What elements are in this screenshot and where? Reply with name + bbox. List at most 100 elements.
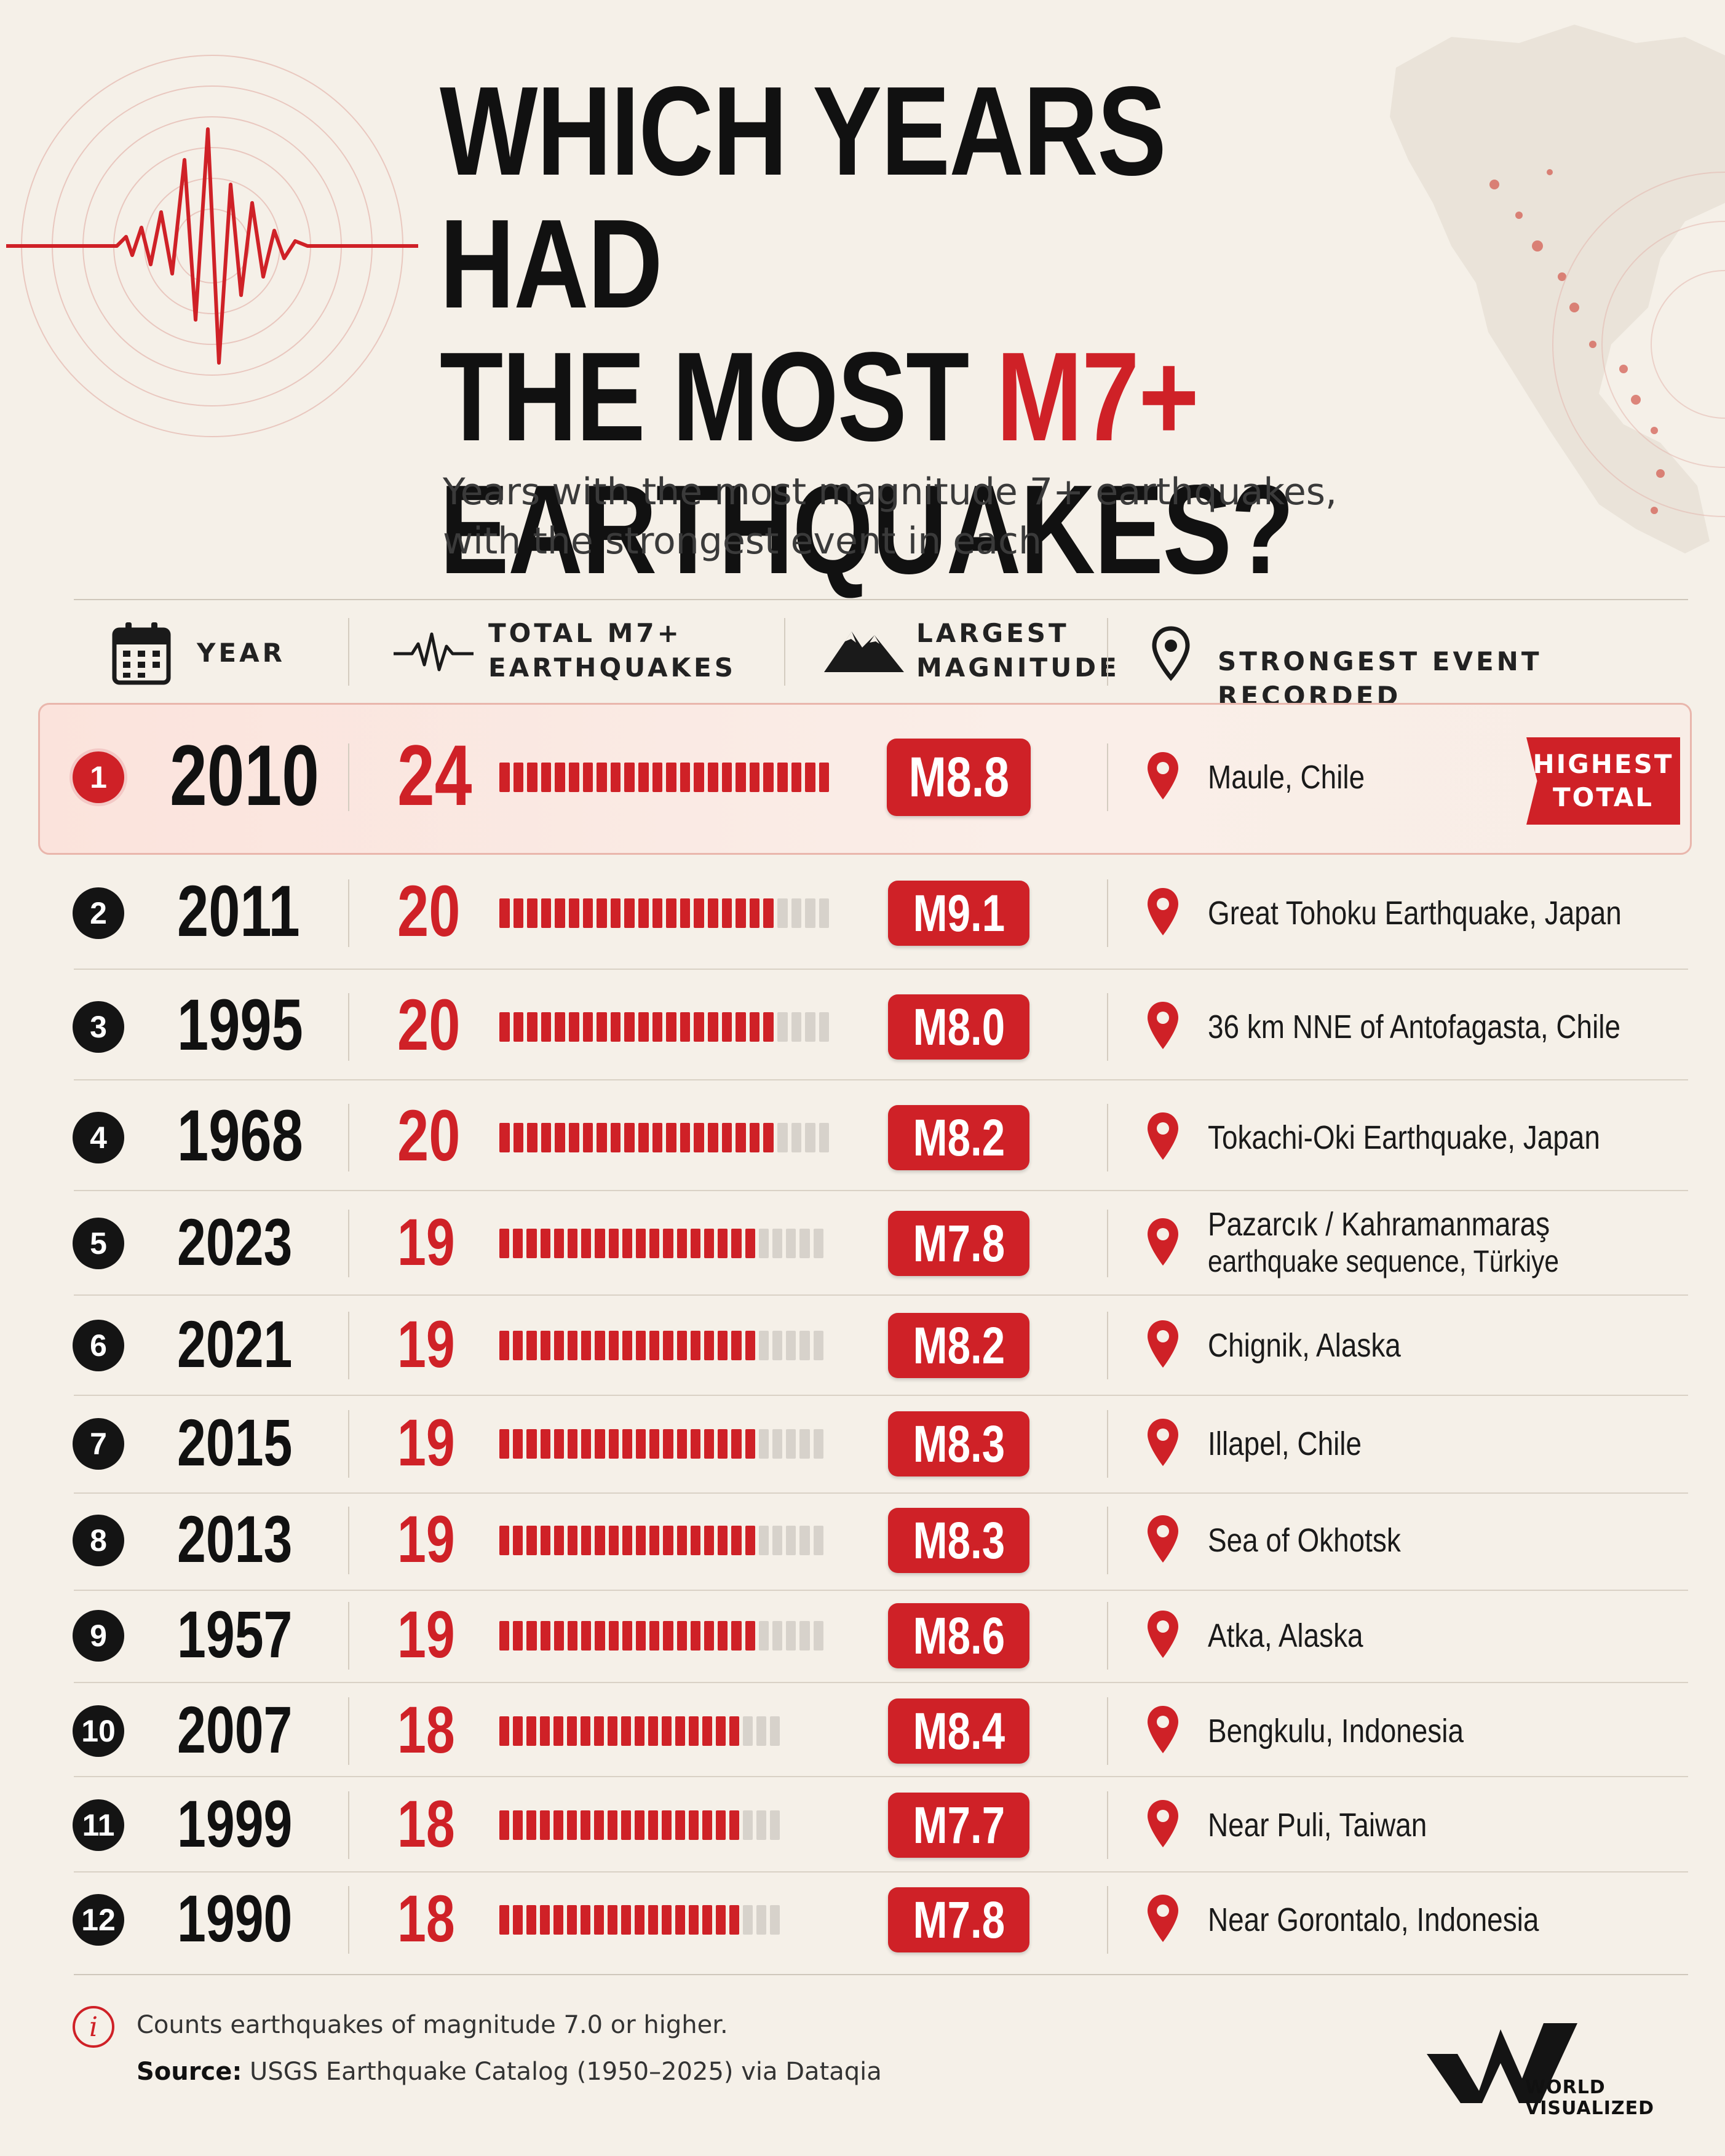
bar-segment-filled	[608, 1810, 617, 1840]
bar-segment-filled	[763, 1123, 774, 1152]
bar-segment-filled	[513, 1810, 523, 1840]
bar-segment-filled	[731, 1229, 742, 1258]
bar-segment-filled	[581, 1429, 592, 1459]
column-separator	[348, 993, 349, 1061]
location-pin-icon	[1145, 1609, 1181, 1660]
bar-segment-filled	[595, 1429, 605, 1459]
bar-segment-filled	[689, 1810, 699, 1840]
bar-segment-filled	[541, 763, 552, 792]
bar-segment-filled	[581, 1526, 592, 1555]
bar-segment-filled	[555, 898, 565, 928]
ribbon-line-1: HIGHEST	[1533, 749, 1674, 779]
total-bar	[499, 1331, 844, 1360]
total-count: 18	[397, 1786, 455, 1861]
total-count: 20	[397, 984, 461, 1066]
rank-badge: 6	[73, 1320, 124, 1371]
bar-segment-filled	[595, 1331, 605, 1360]
row-separator	[74, 1871, 1688, 1873]
bar-segment-filled	[610, 898, 621, 928]
bar-segment-filled	[624, 1012, 635, 1042]
total-bar	[499, 763, 844, 792]
bar-segment-empty	[786, 1429, 796, 1459]
bar-segment-filled	[676, 1331, 687, 1360]
row-separator	[74, 1682, 1688, 1683]
bar-segment-filled	[729, 1810, 739, 1840]
subtitle-line-2: with the strongest event in each	[443, 520, 1042, 563]
title-accent: M7+	[996, 326, 1199, 467]
bar-segment-filled	[649, 1331, 660, 1360]
bar-segment-filled	[499, 1331, 510, 1360]
location-pin-icon	[1145, 1111, 1181, 1162]
bar-segment-filled	[636, 1229, 646, 1258]
bar-segment-filled	[553, 1429, 564, 1459]
bar-segment-filled	[690, 1229, 700, 1258]
bar-segment-empty	[770, 1905, 780, 1935]
bar-segment-filled	[540, 1716, 550, 1746]
rank-badge: 7	[73, 1418, 124, 1470]
info-icon: i	[73, 2006, 114, 2048]
bar-segment-filled	[624, 898, 635, 928]
column-separator	[348, 1886, 349, 1954]
column-separator	[1107, 1697, 1108, 1765]
bar-segment-empty	[786, 1229, 796, 1258]
bar-segment-filled	[649, 1429, 660, 1459]
bar-segment-filled	[513, 763, 524, 792]
total-count: 19	[397, 1205, 455, 1280]
bar-segment-filled	[666, 1123, 676, 1152]
bar-segment-filled	[540, 1621, 550, 1651]
bar-segment-filled	[636, 1526, 646, 1555]
bar-segment-filled	[675, 1905, 685, 1935]
bar-segment-filled	[622, 1526, 632, 1555]
bar-segment-filled	[581, 1716, 590, 1746]
bar-segment-filled	[777, 763, 788, 792]
bar-segment-filled	[649, 1229, 660, 1258]
magnitude-value: M8.0	[913, 997, 1005, 1056]
location-pin-icon	[1145, 1513, 1181, 1565]
world-map-decoration	[1390, 25, 1725, 553]
bar-segment-empty	[813, 1621, 823, 1651]
bar-segment-filled	[749, 763, 760, 792]
bar-segment-filled	[718, 1229, 728, 1258]
header-separator	[784, 618, 785, 686]
bar-segment-filled	[749, 1123, 760, 1152]
column-separator	[1107, 1602, 1108, 1670]
event-location: Chignik, Alaska	[1208, 1327, 1401, 1364]
bar-segment-empty	[791, 1123, 802, 1152]
bar-segment-filled	[704, 1429, 715, 1459]
bar-segment-filled	[680, 898, 691, 928]
map-pin-icon	[1151, 626, 1191, 681]
bar-segment-filled	[819, 763, 830, 792]
location-pin-icon	[1145, 1798, 1181, 1850]
bar-segment-empty	[813, 1429, 823, 1459]
column-separator	[1107, 1312, 1108, 1379]
total-count: 20	[397, 1095, 461, 1176]
bar-segment-filled	[690, 1331, 700, 1360]
bar-segment-empty	[770, 1716, 780, 1746]
footer-rule	[74, 1974, 1688, 1975]
bar-segment-filled	[595, 1526, 605, 1555]
magnitude-badge: M8.2	[888, 1313, 1029, 1378]
bar-segment-filled	[540, 1810, 550, 1840]
column-separator	[348, 1410, 349, 1478]
column-separator	[348, 1312, 349, 1379]
bar-segment-empty	[786, 1526, 796, 1555]
magnitude-badge: M8.2	[888, 1105, 1029, 1170]
bar-segment-empty	[743, 1905, 753, 1935]
bar-segment-filled	[597, 763, 607, 792]
brand-line-2: VISUALIZED	[1525, 2098, 1655, 2119]
bar-segment-filled	[553, 1331, 564, 1360]
bar-segment-filled	[526, 1810, 536, 1840]
bar-segment-filled	[721, 1123, 732, 1152]
event-location: Pazarcık / Kahramanmaraş	[1208, 1206, 1550, 1243]
bar-segment-filled	[638, 1012, 649, 1042]
bar-segment-empty	[770, 1810, 780, 1840]
brand-name: WORLD VISUALIZED	[1525, 2077, 1654, 2119]
bar-segment-filled	[608, 1526, 619, 1555]
bar-segment-filled	[597, 1012, 607, 1042]
bar-segment-filled	[718, 1621, 728, 1651]
bar-segment-filled	[663, 1621, 673, 1651]
column-separator	[348, 1210, 349, 1277]
bar-segment-empty	[805, 1012, 815, 1042]
quake-dots-decoration	[1489, 169, 1665, 514]
